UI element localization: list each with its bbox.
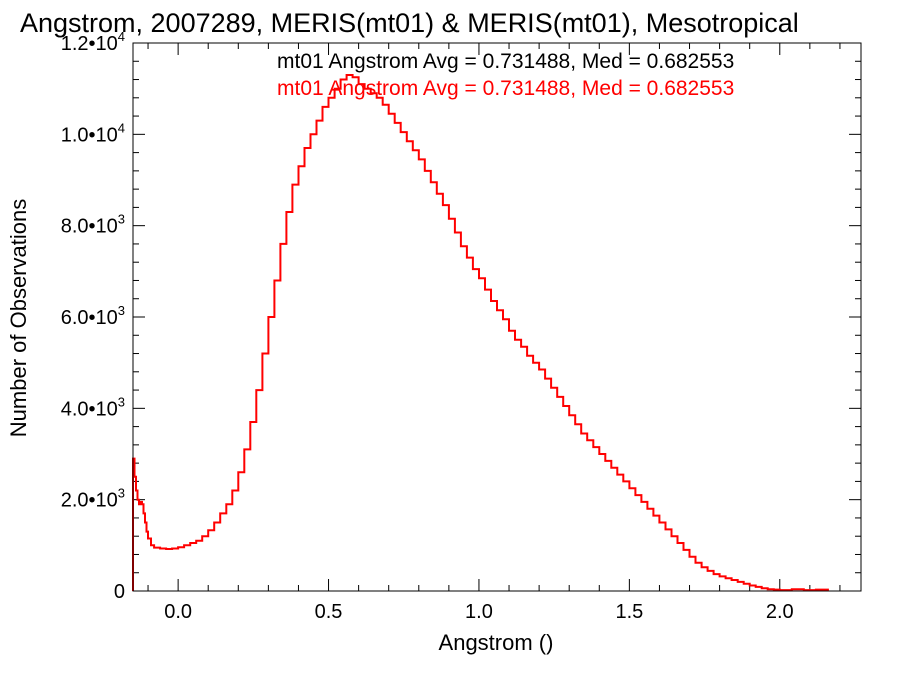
x-tick-label: 0.0 (164, 601, 192, 623)
y-tick-label: 2.0•103 (61, 486, 125, 512)
histogram-series-line (132, 74, 829, 592)
y-tick-label: 6.0•103 (61, 303, 125, 329)
x-tick-label: 2.0 (766, 601, 794, 623)
y-tick-label: 1.0•104 (61, 120, 125, 146)
x-axis-label: Angstrom () (439, 630, 554, 655)
tick-labels: 0.0 0.5 1.0 1.5 2.0 0 2.0•103 4.0•103 6.0•103 8.0… (61, 29, 794, 623)
y-tick-label: 1.2•104 (61, 29, 125, 55)
chart-title: Angstrom, 2007289, MERIS(mt01) & MERIS(m… (20, 8, 799, 38)
y-tick-label: 0 (114, 581, 125, 603)
legend-entry-1: mt01 Angstrom Avg = 0.731488, Med = 0.68… (277, 50, 734, 73)
y-tick-label: 4.0•103 (61, 394, 125, 420)
x-tick-label: 0.5 (315, 601, 343, 623)
x-tick-label: 1.5 (615, 601, 643, 623)
legend-entry-2: mt01 Angstrom Avg = 0.731488, Med = 0.68… (277, 77, 734, 100)
plot-frame (132, 42, 862, 592)
y-axis-label: Number of Observations (6, 199, 31, 437)
y-tick-label: 8.0•103 (61, 212, 125, 238)
x-tick-label: 1.0 (465, 601, 493, 623)
